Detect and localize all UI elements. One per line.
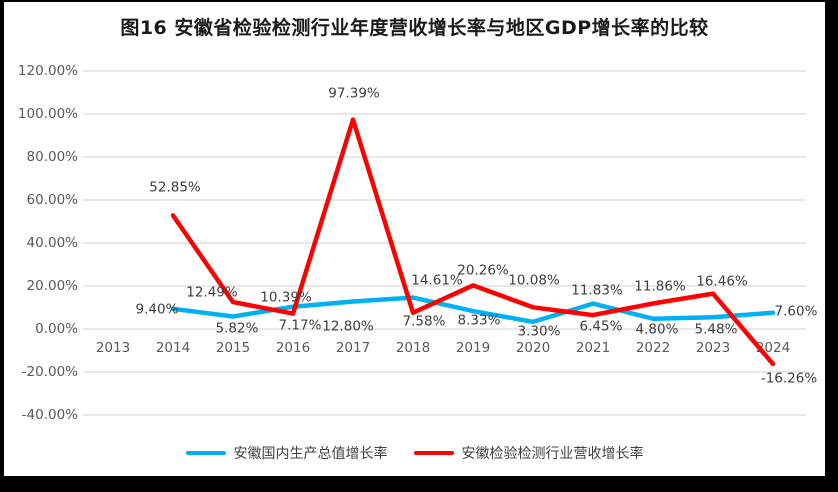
legend-label-gdp: 安徽国内生产总值增长率 <box>233 446 388 462</box>
x-axis-tick-label: 2022 <box>635 340 671 356</box>
data-label: 11.86% <box>634 278 686 295</box>
industry-line-series <box>170 117 776 367</box>
data-label: 10.39% <box>260 289 312 306</box>
y-axis-tick-label: 60.00% <box>26 192 78 208</box>
y-axis-tick-label: 20.00% <box>26 278 78 294</box>
x-axis-tick-label: 2021 <box>575 340 611 356</box>
x-axis-tick-label: 2013 <box>95 340 131 356</box>
data-label: 11.83% <box>571 282 623 299</box>
data-label: 7.58% <box>402 313 446 330</box>
y-axis-tick-label: 120.00% <box>17 63 78 79</box>
y-axis-tick-label: -40.00% <box>21 407 78 423</box>
data-label: 8.33% <box>457 312 501 329</box>
data-label: 20.26% <box>457 262 509 279</box>
legend-line-swatch-red <box>413 450 454 456</box>
data-label: 14.61% <box>411 272 463 289</box>
legend-item-gdp: 安徽国内生产总值增长率 <box>185 443 388 463</box>
chart-title: 图16 安徽省检验检测行业年度营收增长率与地区GDP增长率的比较 <box>120 17 709 39</box>
y-axis-tick-label: -20.00% <box>21 364 78 380</box>
data-label: 7.17% <box>278 317 322 334</box>
chart-legend: 安徽国内生产总值增长率 安徽检验检测行业营收增长率 <box>4 441 825 465</box>
legend-line-swatch-blue <box>185 450 226 456</box>
data-label: 7.60% <box>774 303 818 320</box>
x-axis-tick-label: 2016 <box>275 340 311 356</box>
data-label: 97.39% <box>328 85 380 102</box>
data-label: 16.46% <box>696 273 748 290</box>
data-label: 9.40% <box>135 301 179 318</box>
data-label: 6.45% <box>579 318 623 335</box>
data-label: 12.80% <box>322 318 374 335</box>
data-label: 52.85% <box>149 179 201 196</box>
legend-label-industry: 安徽检验检测行业营收增长率 <box>461 446 644 462</box>
x-axis-tick-label: 2015 <box>215 340 251 356</box>
data-label: 5.48% <box>694 321 738 338</box>
x-axis-tick-label: 2014 <box>155 340 191 356</box>
data-label: -16.26% <box>760 370 818 387</box>
x-axis-tick-label: 2019 <box>455 340 491 356</box>
data-label: 4.80% <box>635 321 679 338</box>
data-label: 10.08% <box>508 272 560 289</box>
legend-item-industry: 安徽检验检测行业营收增长率 <box>413 443 644 463</box>
x-axis-tick-label: 2018 <box>395 340 431 356</box>
data-label: 12.49% <box>186 284 238 301</box>
y-axis-tick-label: 0.00% <box>35 321 78 337</box>
chart-background <box>4 2 825 476</box>
x-axis-tick-label: 2023 <box>695 340 731 356</box>
x-axis-tick-label: 2017 <box>335 340 371 356</box>
y-axis-tick-label: 80.00% <box>26 149 78 165</box>
y-axis-tick-label: 40.00% <box>26 235 78 251</box>
data-label: 5.82% <box>215 320 259 337</box>
x-axis-tick-label: 2020 <box>515 340 551 356</box>
y-axis-tick-label: 100.00% <box>17 106 78 122</box>
data-label: 3.30% <box>517 323 561 340</box>
